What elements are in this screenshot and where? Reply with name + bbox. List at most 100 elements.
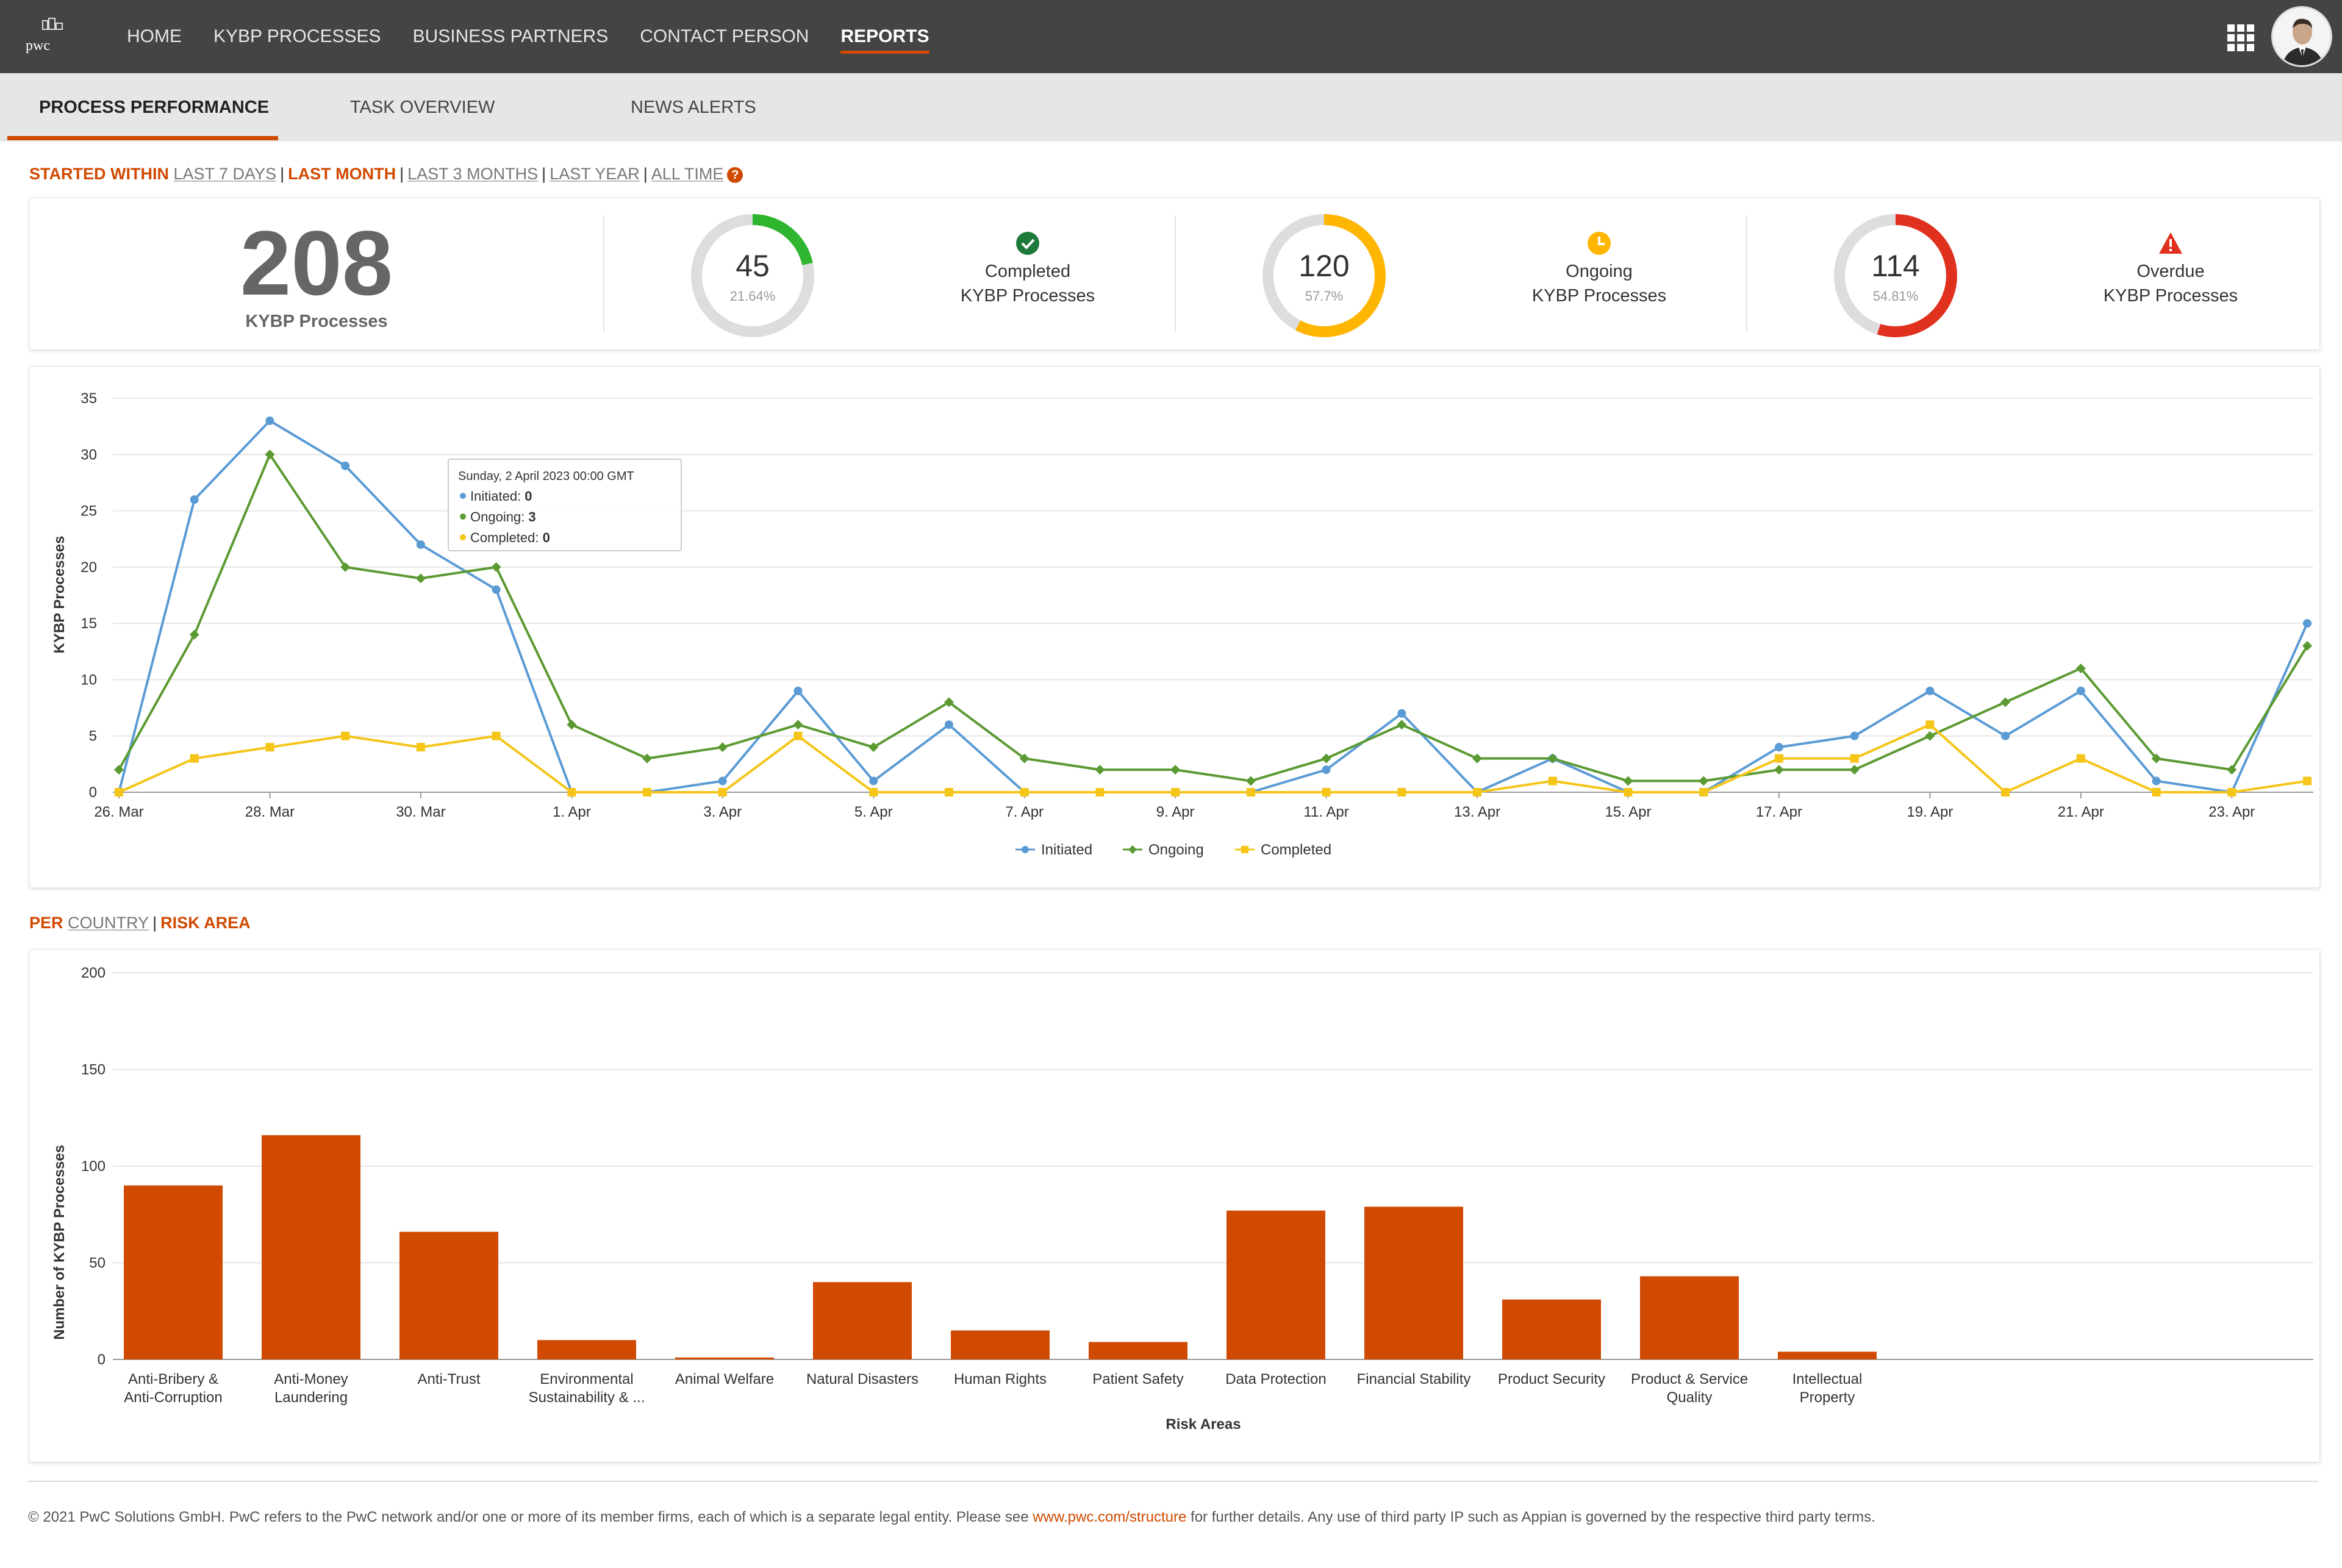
data-point-ongoing[interactable]: [491, 562, 501, 572]
data-point-completed[interactable]: [1925, 720, 1935, 729]
tab-news-alerts[interactable]: NEWS ALERTS: [631, 98, 756, 117]
nav-contact-person[interactable]: CONTACT PERSON: [640, 26, 809, 46]
data-point-ongoing[interactable]: [1019, 753, 1030, 764]
bar[interactable]: [124, 1185, 223, 1359]
tab-process-performance[interactable]: PROCESS PERFORMANCE: [39, 98, 270, 117]
nav-business-partners[interactable]: BUSINESS PARTNERS: [412, 26, 609, 46]
data-point-initiated[interactable]: [2152, 776, 2161, 786]
data-point-initiated[interactable]: [416, 540, 425, 549]
data-point-initiated[interactable]: [2076, 686, 2085, 695]
data-point-ongoing[interactable]: [2302, 641, 2312, 651]
data-point-ongoing[interactable]: [793, 720, 803, 730]
filter-all-time[interactable]: ALL TIME: [651, 165, 724, 183]
bar[interactable]: [1364, 1206, 1463, 1359]
data-point-initiated[interactable]: [1397, 709, 1406, 718]
filter-last-7-days[interactable]: LAST 7 DAYS: [173, 165, 277, 183]
data-point-ongoing[interactable]: [1699, 776, 1709, 786]
data-point-completed[interactable]: [416, 743, 425, 752]
data-point-ongoing[interactable]: [642, 753, 653, 764]
legend-ongoing[interactable]: Ongoing: [1123, 842, 1204, 858]
bar[interactable]: [399, 1231, 498, 1359]
data-point-initiated[interactable]: [869, 776, 878, 786]
data-point-ongoing[interactable]: [2151, 753, 2161, 764]
group-by-risk-area[interactable]: RISK AREA: [160, 914, 251, 932]
data-point-ongoing[interactable]: [1170, 765, 1181, 775]
pwc-logo[interactable]: pwc: [26, 17, 68, 54]
data-point-ongoing[interactable]: [1472, 753, 1483, 764]
app-grid-icon[interactable]: [2227, 24, 2254, 51]
data-point-ongoing[interactable]: [114, 765, 124, 775]
data-point-ongoing[interactable]: [944, 697, 954, 707]
data-point-initiated[interactable]: [1322, 765, 1331, 775]
bar[interactable]: [537, 1340, 636, 1359]
bar[interactable]: [951, 1330, 1050, 1359]
data-point-ongoing[interactable]: [1245, 776, 1256, 786]
tab-task-overview[interactable]: TASK OVERVIEW: [350, 98, 495, 117]
data-point-completed[interactable]: [869, 788, 878, 797]
data-point-ongoing[interactable]: [1095, 765, 1105, 775]
data-point-completed[interactable]: [718, 788, 727, 797]
bar[interactable]: [675, 1357, 774, 1359]
data-point-ongoing[interactable]: [1849, 765, 1860, 775]
data-point-initiated[interactable]: [265, 416, 274, 425]
data-point-ongoing[interactable]: [415, 573, 426, 584]
data-point-completed[interactable]: [1246, 788, 1255, 797]
data-point-initiated[interactable]: [2303, 619, 2312, 628]
data-point-completed[interactable]: [1322, 788, 1331, 797]
data-point-completed[interactable]: [1397, 788, 1406, 797]
data-point-completed[interactable]: [341, 731, 350, 740]
user-avatar[interactable]: [2271, 6, 2332, 67]
data-point-ongoing[interactable]: [717, 742, 728, 753]
data-point-completed[interactable]: [2227, 788, 2236, 797]
group-by-country[interactable]: COUNTRY: [68, 914, 149, 932]
data-point-initiated[interactable]: [341, 461, 350, 470]
legend-initiated[interactable]: Initiated: [1015, 842, 1092, 858]
bar[interactable]: [1778, 1351, 1877, 1359]
data-point-initiated[interactable]: [1774, 743, 1783, 752]
filter-last-3-months[interactable]: LAST 3 MONTHS: [407, 165, 539, 183]
data-point-ongoing[interactable]: [189, 629, 199, 640]
data-point-completed[interactable]: [567, 788, 576, 797]
data-point-completed[interactable]: [1020, 788, 1029, 797]
bar[interactable]: [1502, 1299, 1601, 1359]
data-point-completed[interactable]: [492, 731, 501, 740]
filter-last-year[interactable]: LAST YEAR: [550, 165, 640, 183]
data-point-ongoing[interactable]: [1397, 720, 1407, 730]
legend-completed[interactable]: Completed: [1235, 842, 1331, 858]
bar[interactable]: [813, 1282, 912, 1359]
data-point-completed[interactable]: [793, 731, 803, 740]
data-point-completed[interactable]: [1095, 788, 1105, 797]
data-point-ongoing[interactable]: [567, 720, 577, 730]
data-point-ongoing[interactable]: [2075, 663, 2086, 673]
data-point-completed[interactable]: [2076, 754, 2085, 763]
data-point-ongoing[interactable]: [1774, 765, 1784, 775]
data-point-completed[interactable]: [2303, 776, 2312, 786]
data-point-completed[interactable]: [1850, 754, 1859, 763]
data-point-initiated[interactable]: [718, 776, 727, 786]
filter-last-month[interactable]: LAST MONTH: [288, 165, 396, 183]
data-point-ongoing[interactable]: [2227, 765, 2237, 775]
data-point-initiated[interactable]: [492, 585, 501, 594]
data-point-ongoing[interactable]: [1623, 776, 1633, 786]
data-point-completed[interactable]: [115, 788, 123, 797]
bar[interactable]: [262, 1135, 360, 1359]
data-point-completed[interactable]: [944, 788, 953, 797]
data-point-completed[interactable]: [1548, 776, 1557, 786]
data-point-ongoing[interactable]: [340, 562, 351, 572]
nav-kybp-processes[interactable]: KYBP PROCESSES: [213, 26, 381, 46]
data-point-initiated[interactable]: [1925, 686, 1935, 695]
data-point-initiated[interactable]: [190, 495, 199, 504]
data-point-initiated[interactable]: [793, 686, 803, 695]
data-point-initiated[interactable]: [944, 720, 953, 729]
data-point-completed[interactable]: [1774, 754, 1783, 763]
data-point-completed[interactable]: [1171, 788, 1180, 797]
bar[interactable]: [1640, 1276, 1739, 1359]
data-point-ongoing[interactable]: [265, 449, 275, 460]
footer-structure-link[interactable]: www.pwc.com/structure: [1033, 1509, 1187, 1525]
data-point-completed[interactable]: [1473, 788, 1482, 797]
bar[interactable]: [1227, 1210, 1325, 1359]
data-point-completed[interactable]: [1699, 788, 1708, 797]
data-point-ongoing[interactable]: [2000, 697, 2011, 707]
data-point-initiated[interactable]: [1850, 731, 1859, 740]
data-point-completed[interactable]: [2152, 788, 2161, 797]
